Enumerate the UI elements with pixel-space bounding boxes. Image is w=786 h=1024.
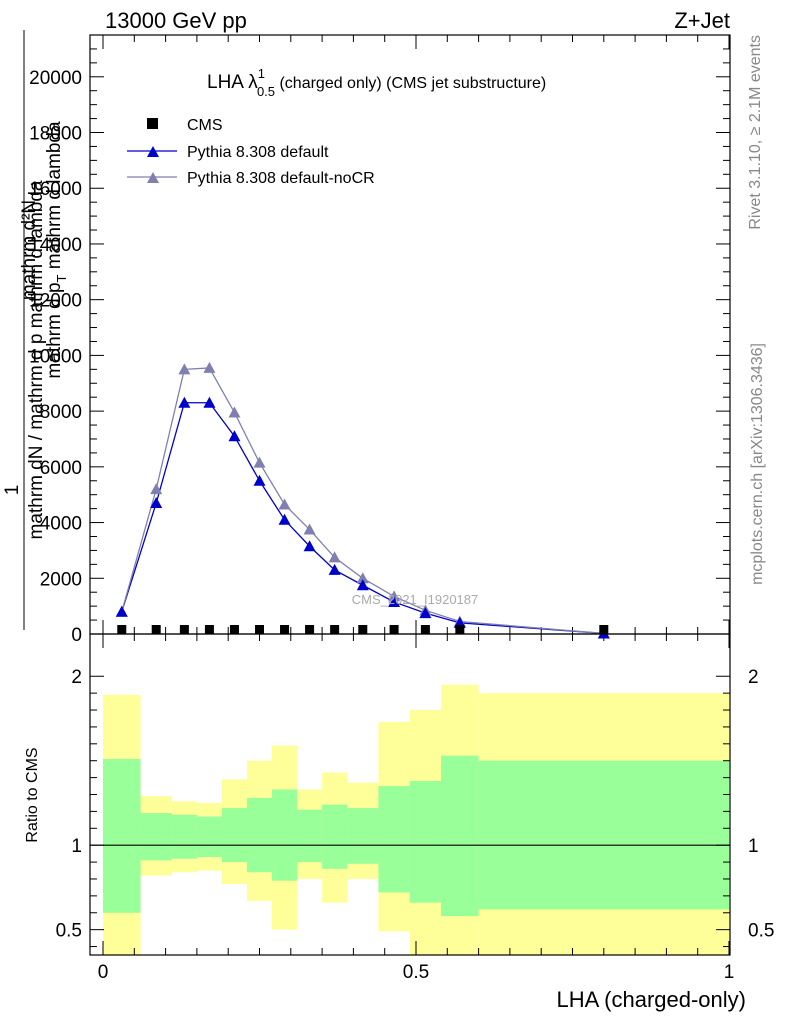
data-point-nocr (178, 363, 191, 375)
data-point-nocr (388, 590, 401, 602)
data-point-cms (305, 625, 315, 634)
data-point-cms (358, 625, 368, 634)
ratio-band-green (140, 813, 172, 861)
header-right: Z+Jet (674, 8, 730, 33)
y-tick-label-main: 10000 (29, 346, 82, 367)
y-tick-label-main: 4000 (40, 514, 82, 535)
data-point-cms (330, 625, 340, 634)
y-axis-label-main: mathrm d²N mathrm d pT mathrm d lambda 1… (2, 30, 69, 630)
data-point-nocr (228, 406, 241, 418)
y-tick-label-main: 2000 (40, 569, 82, 590)
y-tick-label-main: 0 (71, 625, 82, 646)
legend-marker-nocr (147, 172, 159, 183)
data-point-cms (389, 625, 399, 634)
y-tick-label-ratio: 0.5 (56, 921, 82, 942)
ratio-band-green (297, 809, 323, 863)
data-point-nocr (203, 361, 216, 373)
data-point-nocr (328, 551, 341, 563)
data-point-default (253, 474, 266, 486)
data-point-default (356, 579, 369, 591)
y-tick-label-main: 20000 (29, 68, 82, 89)
x-tick-label: 0 (98, 962, 109, 983)
legend-marker-cms (147, 118, 158, 129)
y-tick-label-ratio: 1 (71, 836, 82, 857)
y-tick-label-main: 12000 (29, 291, 82, 312)
data-point-default (419, 607, 432, 619)
ratio-band-green (196, 816, 222, 858)
y-tick-label-ratio-right: 2 (748, 667, 759, 688)
side-text-top: Rivet 3.1.10, ≥ 2.1M events (747, 35, 764, 230)
y-label-frac-num: 1 (2, 485, 23, 496)
y-axis-label-ratio: Ratio to CMS (24, 747, 41, 842)
data-point-cms (455, 625, 465, 634)
data-point-cms (117, 625, 127, 634)
data-point-default (203, 396, 216, 408)
series-line-1 (121, 402, 604, 635)
x-tick-label: 0.5 (403, 962, 429, 983)
ratio-band-green (378, 786, 410, 893)
series-line-2 (121, 367, 604, 635)
ratio-band-green (272, 789, 298, 881)
x-tick-label: 1 (724, 962, 735, 983)
data-point-default (178, 396, 191, 408)
ratio-band-green (441, 755, 479, 917)
y-tick-label-ratio: 2 (71, 667, 82, 688)
data-point-nocr (303, 523, 316, 535)
data-point-default (115, 605, 128, 617)
ratio-band-green (322, 804, 348, 869)
ratio-band-green (478, 760, 729, 910)
data-point-cms (255, 625, 264, 634)
data-point-default (278, 513, 291, 525)
data-point-nocr (356, 572, 369, 584)
legend-marker-default (147, 146, 159, 157)
y-label-line2: mathrm d pT mathrm d lambda (44, 121, 69, 379)
legend-label-default: Pythia 8.308 default (187, 144, 329, 161)
y-tick-label-ratio-right: 0.5 (748, 921, 774, 942)
main-frame (89, 34, 731, 635)
ratio-frame (89, 633, 731, 956)
ratio-band-green (221, 808, 247, 863)
data-point-default (150, 497, 163, 509)
y-tick-label-main: 14000 (29, 235, 82, 256)
ratio-band-green (347, 808, 379, 864)
data-point-nocr (253, 456, 266, 468)
data-point-cms (280, 625, 290, 634)
legend-label-cms: CMS (187, 117, 223, 134)
data-point-default (303, 540, 316, 552)
ratio-band-green (246, 797, 273, 873)
y-tick-label-ratio-right: 1 (748, 836, 759, 857)
y-label-frac-den: mathrm dN / mathrm d p mathrm d lambda (26, 180, 47, 539)
data-point-default (228, 430, 241, 442)
y-tick-label-main: 8000 (40, 402, 82, 423)
data-point-cms (599, 625, 609, 634)
y-tick-label-main: 18000 (29, 124, 82, 145)
y-tick-label-main: 6000 (40, 458, 82, 479)
header-left: 13000 GeV pp (105, 8, 247, 33)
data-point-nocr (278, 498, 291, 510)
data-point-cms (151, 625, 161, 634)
legend-label-nocr: Pythia 8.308 default-noCR (187, 170, 375, 187)
y-tick-label-main: 16000 (29, 179, 82, 200)
data-point-default (388, 595, 401, 607)
data-point-nocr (150, 483, 163, 495)
data-point-default (328, 563, 341, 575)
legend: CMS Pythia 8.308 default Pythia 8.308 de… (127, 117, 375, 187)
ratio-band-green (103, 759, 141, 913)
data-point-cms (229, 625, 239, 634)
ratio-band-green (171, 814, 197, 859)
watermark: CMS_2021_I1920187 (352, 592, 479, 607)
data-point-cms (204, 625, 214, 634)
side-text-bottom: mcplots.cern.ch [arXiv:1306.3436] (749, 343, 766, 585)
data-point-cms (179, 625, 189, 634)
ratio-band-green (409, 780, 442, 903)
main-title: LHA λ1 0.5 (charged only) (CMS jet substr… (207, 66, 546, 99)
data-point-cms (420, 625, 430, 634)
x-axis-label: LHA (charged-only) (556, 987, 746, 1012)
